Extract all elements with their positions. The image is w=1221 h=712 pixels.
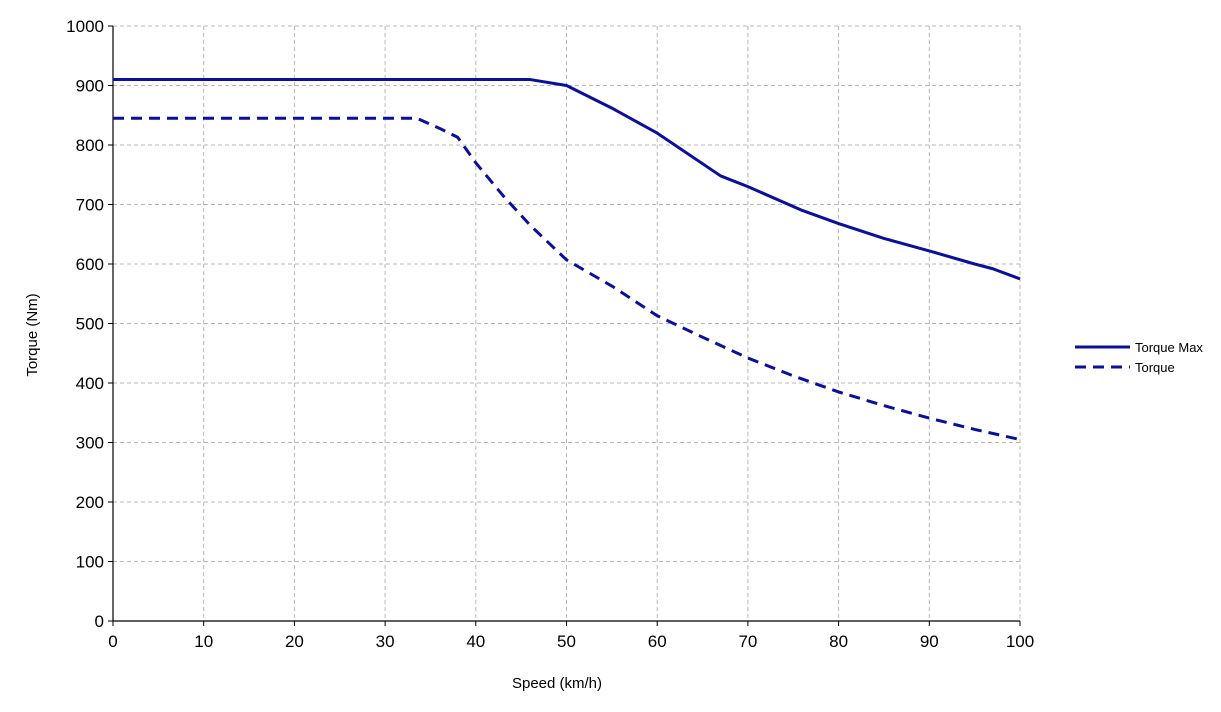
x-tick-label: 100 bbox=[1006, 632, 1034, 651]
y-tick-label: 600 bbox=[76, 255, 104, 274]
x-tick-label: 0 bbox=[108, 632, 117, 651]
y-tick-label: 1000 bbox=[66, 17, 104, 36]
y-axis-title: Torque (Nm) bbox=[24, 293, 41, 376]
y-tick-label: 500 bbox=[76, 315, 104, 334]
series-line-torque bbox=[113, 116, 1021, 441]
x-tick-label: 50 bbox=[557, 632, 576, 651]
axes bbox=[108, 25, 1021, 626]
x-tick-label: 40 bbox=[466, 632, 485, 651]
y-tick-label: 200 bbox=[76, 493, 104, 512]
x-tick-label: 30 bbox=[376, 632, 395, 651]
legend-label: Torque bbox=[1135, 360, 1175, 375]
legend: Torque Max Torque bbox=[1075, 340, 1203, 375]
y-tick-label: 700 bbox=[76, 196, 104, 215]
series-line-torque-max bbox=[113, 78, 1021, 281]
legend-label: Torque Max bbox=[1135, 340, 1203, 355]
y-tick-label: 400 bbox=[76, 374, 104, 393]
x-tick-label: 70 bbox=[738, 632, 757, 651]
y-tick-label: 800 bbox=[76, 136, 104, 155]
x-tick-label: 10 bbox=[194, 632, 213, 651]
y-tick-label: 100 bbox=[76, 553, 104, 572]
y-tick-labels: 0 100 200 300 400 500 600 700 800 900 1000 bbox=[66, 17, 104, 631]
grid bbox=[113, 25, 1021, 621]
x-axis-title: Speed (km/h) bbox=[512, 675, 602, 692]
y-tick-label: 900 bbox=[76, 77, 104, 96]
x-tick-label: 80 bbox=[829, 632, 848, 651]
x-tick-label: 20 bbox=[285, 632, 304, 651]
y-tick-label: 300 bbox=[76, 434, 104, 453]
x-tick-labels: 0 10 20 30 40 50 60 70 80 90 100 bbox=[108, 632, 1034, 651]
y-tick-label: 0 bbox=[95, 612, 104, 631]
x-tick-label: 90 bbox=[920, 632, 939, 651]
x-tick-label: 60 bbox=[648, 632, 667, 651]
series-lines bbox=[113, 78, 1021, 441]
